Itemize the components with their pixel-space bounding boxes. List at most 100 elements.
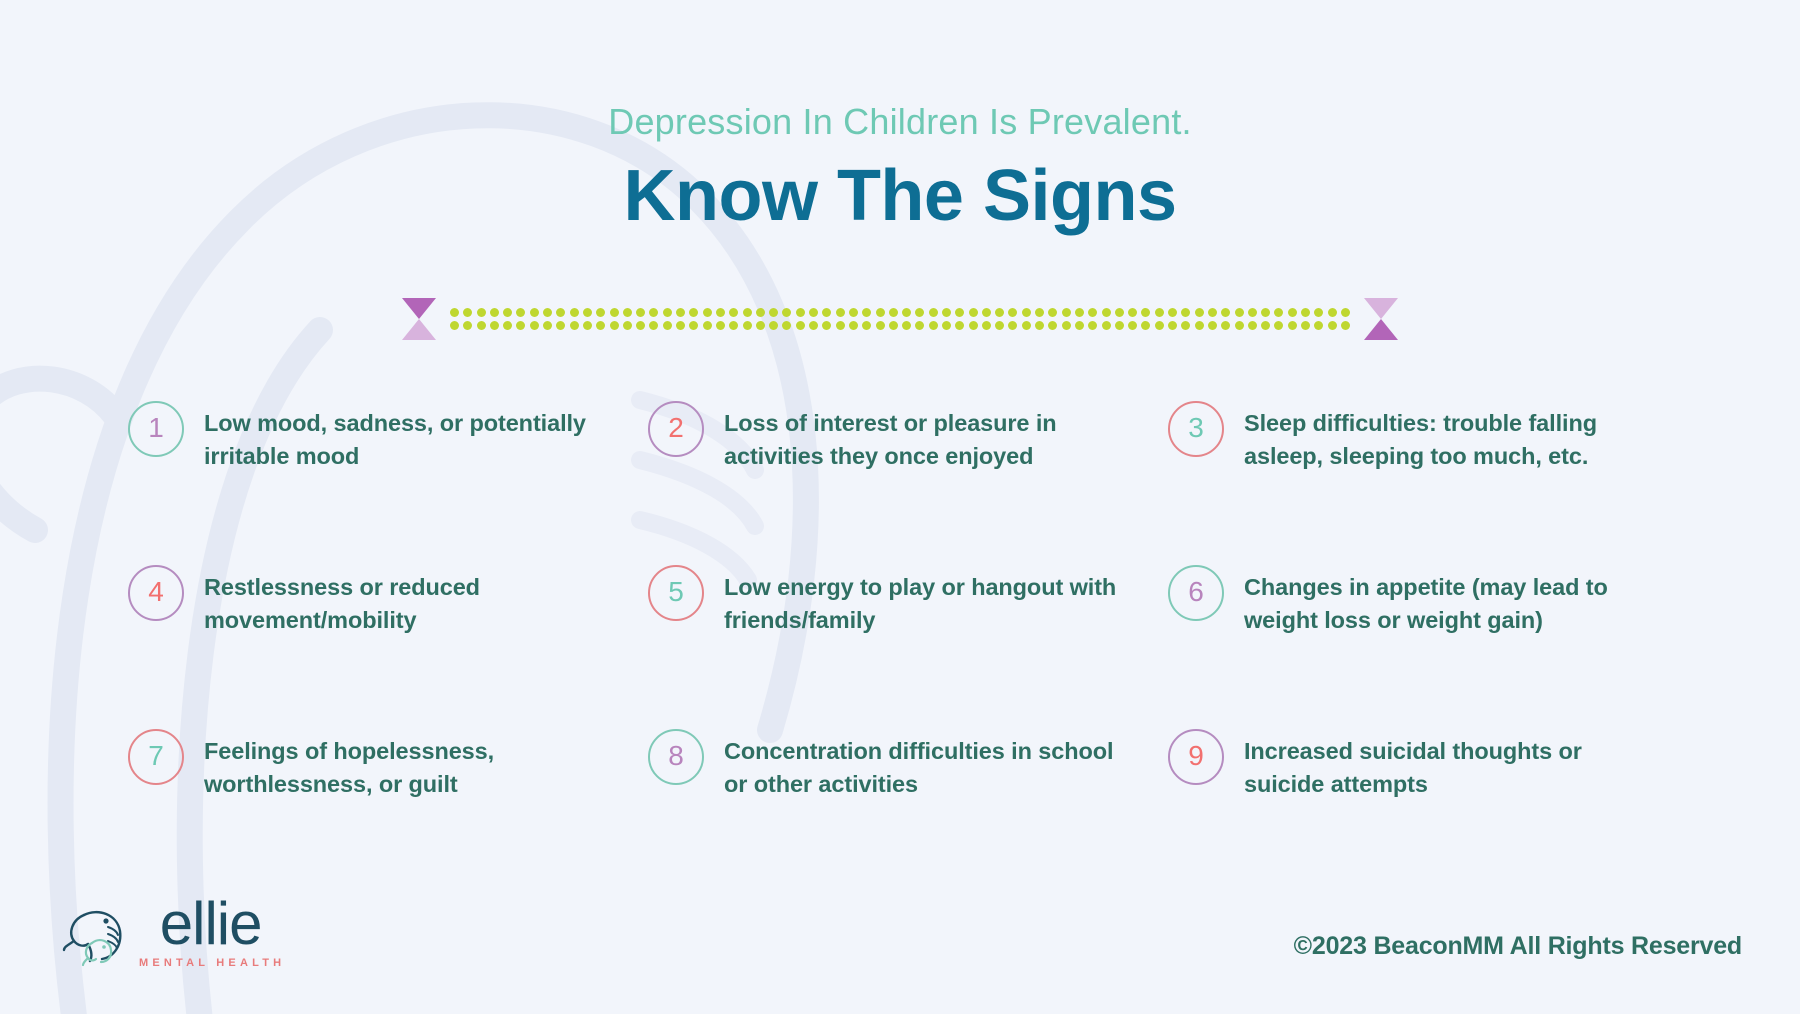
dot — [1141, 307, 1151, 317]
sign-number-badge: 4 — [128, 565, 184, 621]
hourglass-icon-left — [402, 298, 436, 340]
dot — [795, 307, 805, 317]
dot — [543, 307, 553, 317]
dot-strip — [450, 305, 1350, 333]
dot — [995, 320, 1005, 330]
dot — [556, 307, 566, 317]
dot — [875, 320, 885, 330]
dot — [649, 320, 659, 330]
dot — [1314, 307, 1324, 317]
dot — [715, 307, 725, 317]
dot — [1154, 307, 1164, 317]
dot — [1207, 307, 1217, 317]
dot — [1287, 320, 1297, 330]
dot — [729, 320, 739, 330]
dot — [848, 307, 858, 317]
sign-text: Concentration difficulties in school or … — [724, 738, 1114, 798]
dot — [1247, 307, 1257, 317]
dot — [1035, 320, 1045, 330]
dot — [928, 320, 938, 330]
logo-wordmark: ellie — [159, 890, 263, 957]
dot — [1114, 320, 1124, 330]
sign-item: 4 Restlessness or reduced movement/mobili… — [128, 565, 648, 733]
dot — [755, 320, 765, 330]
dot — [609, 307, 619, 317]
sign-item: 6 Changes in appetite (may lead to weight… — [1168, 565, 1688, 733]
dot — [1074, 307, 1084, 317]
sign-number-badge: 3 — [1168, 401, 1224, 457]
dot — [1261, 320, 1271, 330]
dot — [1088, 320, 1098, 330]
dot — [769, 307, 779, 317]
dot — [676, 320, 686, 330]
dot — [848, 320, 858, 330]
dot — [1287, 307, 1297, 317]
dot — [941, 320, 951, 330]
dot — [981, 307, 991, 317]
sign-number: 5 — [668, 576, 684, 607]
dot — [450, 307, 459, 317]
dot — [1048, 307, 1058, 317]
dot — [489, 307, 499, 317]
sign-item: 9 Increased suicidal thoughts or suicide … — [1168, 729, 1688, 897]
dot — [915, 320, 925, 330]
header: Depression In Children Is Prevalent. Kno… — [0, 100, 1800, 236]
dot — [968, 320, 978, 330]
sign-number-badge: 6 — [1168, 565, 1224, 621]
dot — [1168, 320, 1178, 330]
dot — [782, 307, 792, 317]
dot — [596, 307, 606, 317]
dot — [729, 307, 739, 317]
sign-number: 9 — [1188, 740, 1204, 771]
dot — [689, 320, 699, 330]
dot — [1008, 307, 1018, 317]
sign-text: Sleep difficulties: trouble falling asle… — [1244, 410, 1597, 470]
dot — [543, 320, 553, 330]
dot — [755, 307, 765, 317]
dot — [1234, 307, 1244, 317]
dot — [1301, 320, 1310, 330]
dot — [463, 320, 473, 330]
dot — [689, 307, 699, 317]
sign-text: Changes in appetite (may lead to weight … — [1244, 574, 1608, 634]
dot — [902, 320, 912, 330]
eyebrow-text: Depression In Children Is Prevalent. — [608, 101, 1192, 142]
dot — [1021, 320, 1031, 330]
dot — [809, 320, 819, 330]
dot — [1128, 307, 1138, 317]
dot — [862, 307, 872, 317]
sign-item: 2 Loss of interest or pleasure in activit… — [648, 401, 1168, 569]
dot — [476, 307, 486, 317]
sign-item: 5 Low energy to play or hangout with frie… — [648, 565, 1168, 733]
sign-text: Loss of interest or pleasure in activiti… — [724, 410, 1057, 470]
dot — [1207, 320, 1217, 330]
dot — [742, 320, 752, 330]
dot — [1048, 320, 1058, 330]
dot — [1061, 307, 1071, 317]
dot — [529, 307, 539, 317]
sign-number: 2 — [668, 412, 684, 443]
dot — [609, 320, 619, 330]
dot — [1128, 320, 1138, 330]
dot — [1061, 320, 1071, 330]
dot — [636, 320, 646, 330]
dot — [769, 320, 779, 330]
dot — [622, 320, 632, 330]
dot — [955, 307, 965, 317]
dot — [1247, 320, 1257, 330]
hourglass-icon-right — [1364, 298, 1398, 340]
dot — [503, 307, 513, 317]
dot — [875, 307, 885, 317]
dot — [1340, 307, 1350, 317]
dot — [503, 320, 513, 330]
copyright-text: ©2023 BeaconMM All Rights Reserved — [1293, 932, 1743, 960]
dot — [928, 307, 938, 317]
dot — [1168, 307, 1178, 317]
sign-number: 1 — [148, 412, 164, 443]
dot — [569, 320, 579, 330]
sign-item: 7 Feelings of hopelessness, worthlessness… — [128, 729, 648, 897]
dot — [582, 320, 592, 330]
dot — [1340, 320, 1350, 330]
dot — [941, 307, 951, 317]
